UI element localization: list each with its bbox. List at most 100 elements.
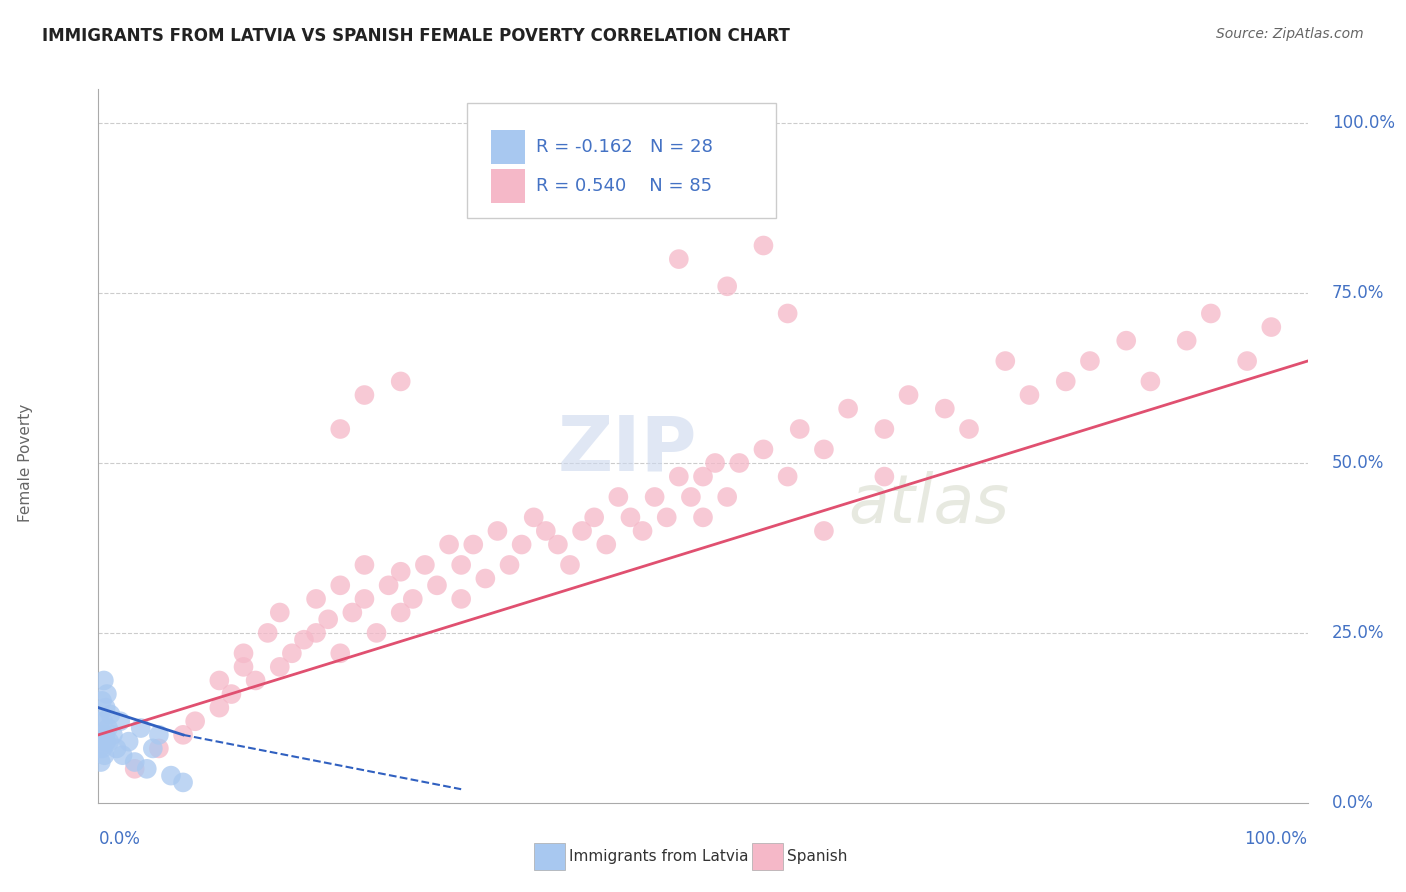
Point <box>957 422 980 436</box>
Point <box>281 646 304 660</box>
Point <box>474 572 496 586</box>
Point <box>91 741 114 756</box>
Text: R = -0.162   N = 28: R = -0.162 N = 28 <box>536 138 713 156</box>
Point <box>108 714 131 729</box>
Point <box>498 558 520 572</box>
Point <box>148 741 170 756</box>
Point <box>89 741 111 756</box>
Point <box>837 401 859 416</box>
Point <box>534 524 557 538</box>
Point <box>172 775 194 789</box>
Point <box>1115 334 1137 348</box>
Point <box>679 490 702 504</box>
Point <box>558 558 581 572</box>
Text: Spanish: Spanish <box>787 849 848 863</box>
Point <box>668 469 690 483</box>
Point <box>89 714 111 729</box>
Point <box>1236 354 1258 368</box>
Point <box>655 510 678 524</box>
Text: 100.0%: 100.0% <box>1331 114 1395 132</box>
Point <box>101 728 124 742</box>
Point <box>305 626 328 640</box>
Point <box>98 734 121 748</box>
Point <box>728 456 751 470</box>
Point <box>897 388 920 402</box>
Point <box>269 606 291 620</box>
Point <box>172 728 194 742</box>
Point <box>377 578 399 592</box>
Point <box>934 401 956 416</box>
Point <box>523 510 546 524</box>
Point <box>93 673 115 688</box>
Point <box>342 606 364 620</box>
Point <box>256 626 278 640</box>
Point <box>873 469 896 483</box>
Text: Immigrants from Latvia: Immigrants from Latvia <box>569 849 749 863</box>
Bar <box>492 169 526 203</box>
Point <box>389 375 412 389</box>
Point <box>96 687 118 701</box>
Point <box>94 700 117 714</box>
Point <box>316 612 339 626</box>
Point <box>1054 375 1077 389</box>
Point <box>232 646 254 660</box>
Point <box>353 388 375 402</box>
Text: 0.0%: 0.0% <box>98 830 141 848</box>
Point <box>208 673 231 688</box>
Point <box>90 755 112 769</box>
Point <box>752 238 775 252</box>
Point <box>93 748 115 763</box>
Text: ZIP: ZIP <box>558 412 697 486</box>
Text: 100.0%: 100.0% <box>1244 830 1308 848</box>
Point <box>789 422 811 436</box>
Point <box>232 660 254 674</box>
Point <box>329 422 352 436</box>
Point <box>124 762 146 776</box>
Point <box>96 734 118 748</box>
Point <box>292 632 315 647</box>
Text: 75.0%: 75.0% <box>1331 284 1384 302</box>
Point <box>97 721 120 735</box>
Point <box>184 714 207 729</box>
Point <box>91 694 114 708</box>
Point <box>692 469 714 483</box>
Point <box>704 456 727 470</box>
Point <box>813 524 835 538</box>
Point <box>1260 320 1282 334</box>
Point <box>595 537 617 551</box>
Point <box>583 510 606 524</box>
Point <box>426 578 449 592</box>
Point <box>105 741 128 756</box>
Text: IMMIGRANTS FROM LATVIA VS SPANISH FEMALE POVERTY CORRELATION CHART: IMMIGRANTS FROM LATVIA VS SPANISH FEMALE… <box>42 27 790 45</box>
Point <box>1175 334 1198 348</box>
Point <box>124 755 146 769</box>
Point <box>619 510 641 524</box>
Point <box>1018 388 1040 402</box>
Point <box>776 469 799 483</box>
Point <box>100 707 122 722</box>
Point <box>547 537 569 551</box>
Point <box>1078 354 1101 368</box>
Point <box>437 537 460 551</box>
Point <box>111 748 134 763</box>
Text: Source: ZipAtlas.com: Source: ZipAtlas.com <box>1216 27 1364 41</box>
Point <box>450 591 472 606</box>
Point <box>160 769 183 783</box>
Point <box>353 591 375 606</box>
Point <box>644 490 666 504</box>
Point <box>118 734 141 748</box>
Point <box>305 591 328 606</box>
Point <box>463 537 485 551</box>
Point <box>142 741 165 756</box>
Point <box>389 565 412 579</box>
Point <box>631 524 654 538</box>
Point <box>389 606 412 620</box>
Text: 25.0%: 25.0% <box>1331 624 1385 642</box>
Point <box>329 646 352 660</box>
Bar <box>492 130 526 164</box>
Point <box>994 354 1017 368</box>
Text: Female Poverty: Female Poverty <box>18 404 34 522</box>
Point <box>129 721 152 735</box>
Point <box>148 728 170 742</box>
Point <box>413 558 436 572</box>
